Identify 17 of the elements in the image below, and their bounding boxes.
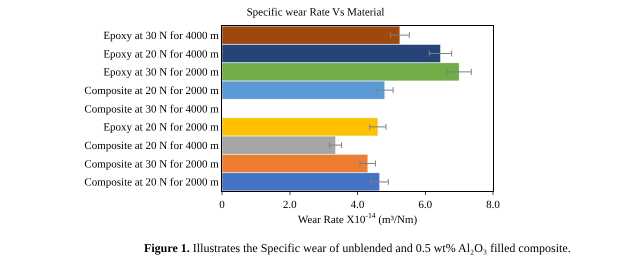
chart-title: Specific wear Rate Vs Material xyxy=(246,6,384,19)
y-tick-label: Composite at 30 N for 4000 m xyxy=(84,103,220,116)
y-tick-label: Composite at 20 N for 2000 m xyxy=(84,85,220,98)
y-tick-label: Epoxy at 20 N for 4000 m xyxy=(103,48,220,60)
y-tick-label: Epoxy at 20 N for 2000 m xyxy=(103,122,220,134)
x-tick-label: 0 xyxy=(219,199,226,212)
y-tick-label: Epoxy at 30 N for 4000 m xyxy=(103,30,220,42)
text: Figure 1. Illustrates the Specific wear of unblended and 0.5 wt% Al₂O₃ filled composite. xyxy=(144,241,571,255)
x-tick-label: 2.0 xyxy=(282,199,298,212)
x-tick-label: 6.0 xyxy=(418,199,433,212)
y-tick-label: Epoxy at 30 N for 2000 m xyxy=(103,66,220,79)
y-tick-label: Composite at 20 N for 2000 m xyxy=(84,176,220,189)
x-tick-label: 4.0 xyxy=(350,199,365,212)
x-tick-label: 8.0 xyxy=(486,199,500,212)
x-axis-title: Wear Rate X10$^{-14}$ (m³/Nm) xyxy=(298,211,418,226)
y-tick-label: Composite at 20 N for 4000 m xyxy=(84,140,220,152)
y-tick-label: Composite at 30 N for 2000 m xyxy=(84,158,220,170)
